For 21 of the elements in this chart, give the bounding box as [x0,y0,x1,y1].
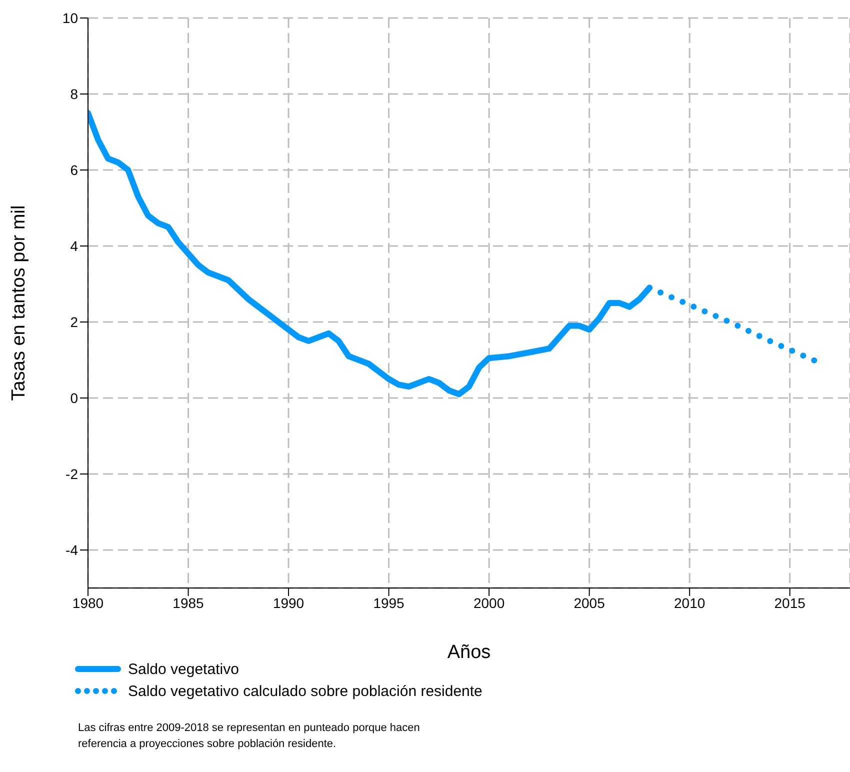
x-tick-label: 1980 [72,594,104,611]
legend-label: Saldo vegetativo [128,660,239,678]
y-tick-label: 6 [70,162,78,178]
x-tick-label: 1990 [272,594,304,611]
x-tick-label: 2000 [473,594,505,611]
y-tick-label: 8 [70,86,78,102]
y-tick-label: -2 [66,466,78,482]
x-tick-label: 2010 [674,594,706,611]
x-tick-label: 1995 [373,594,405,611]
y-tick-label: -4 [66,542,78,558]
y-tick-label: 0 [70,390,78,406]
x-axis-title: Años [447,642,491,663]
y-tick-label: 2 [70,314,78,330]
x-tick-label: 1985 [172,594,204,611]
y-axis-title: Tasas en tantos por mil [8,205,30,401]
x-tick-label: 2005 [574,594,606,611]
x-tick-label: 2015 [774,594,806,611]
y-tick-label: 10 [62,10,78,26]
y-tick-label: 4 [70,238,78,254]
legend-label: Saldo vegetativo calculado sobre población residente [128,682,482,700]
text: Las cifras entre 2009-2018 se representan en punteado porque hacen referencia a proyecciones sobre población residente. [78,721,421,752]
